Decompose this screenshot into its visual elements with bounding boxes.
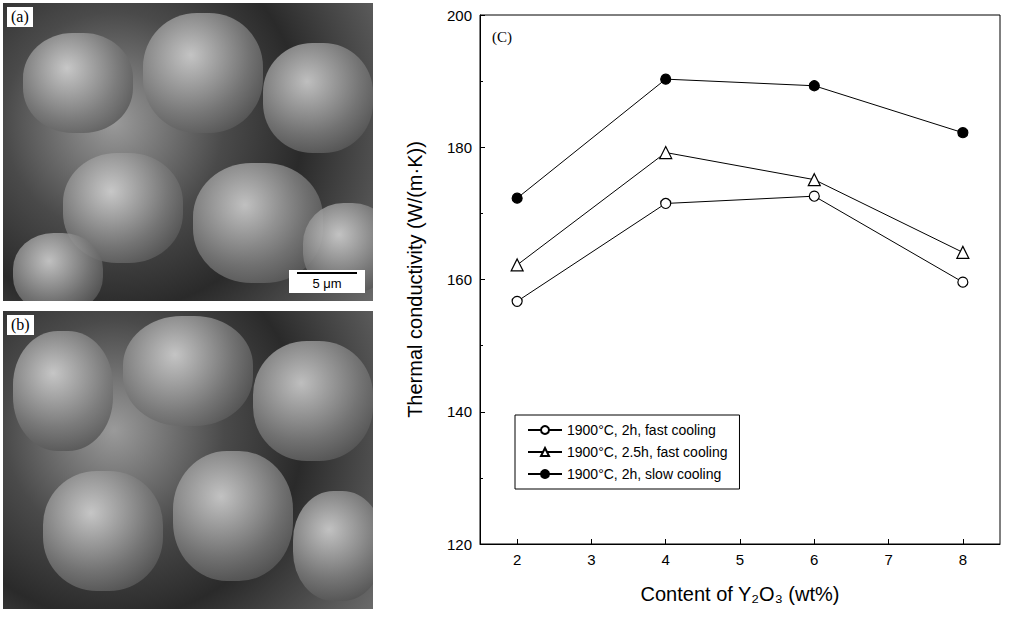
svg-text:1900°C, 2h, slow cooling: 1900°C, 2h, slow cooling (567, 466, 721, 482)
svg-text:(C): (C) (492, 29, 512, 46)
html-text:(b): (b) (11, 316, 30, 333)
svg-text:200: 200 (447, 7, 472, 24)
html-text:(a): (a) (11, 8, 29, 25)
svg-text:6: 6 (810, 551, 818, 568)
svg-text:4: 4 (662, 551, 670, 568)
html-text:5 μm: 5 μm (312, 276, 342, 291)
svg-text:2: 2 (513, 551, 521, 568)
svg-text:Content of Y₂O₃ (wt%): Content of Y₂O₃ (wt%) (641, 583, 840, 605)
svg-text:120: 120 (447, 536, 472, 553)
svg-text:140: 140 (447, 403, 472, 420)
svg-text:5: 5 (736, 551, 744, 568)
svg-text:160: 160 (447, 271, 472, 288)
svg-text:180: 180 (447, 139, 472, 156)
svg-text:1900°C, 2h, fast cooling: 1900°C, 2h, fast cooling (567, 422, 716, 438)
svg-text:7: 7 (884, 551, 892, 568)
svg-text:Thermal conductivity (W/(m·K)): Thermal conductivity (W/(m·K)) (404, 141, 426, 418)
svg-text:1900°C, 2.5h, fast cooling: 1900°C, 2.5h, fast cooling (567, 444, 727, 460)
svg-text:8: 8 (959, 551, 967, 568)
svg-text:3: 3 (587, 551, 595, 568)
